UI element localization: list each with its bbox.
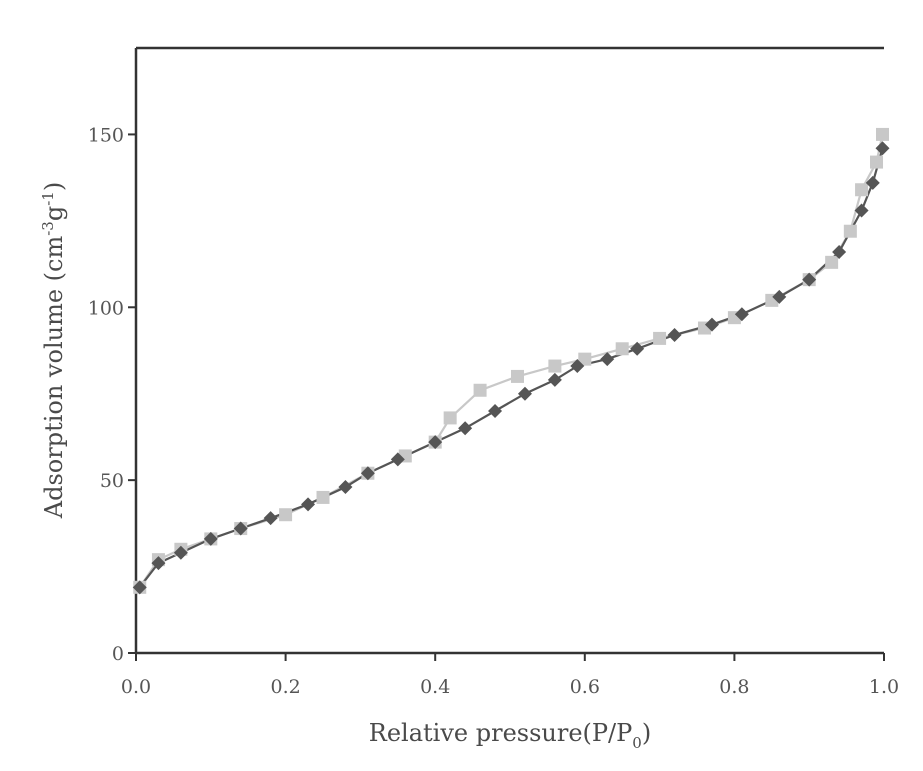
series-2-point bbox=[151, 556, 166, 571]
series-2-point bbox=[233, 521, 248, 536]
y-tick-label: 150 bbox=[88, 124, 124, 146]
series-1-line bbox=[138, 134, 884, 588]
series-2-point bbox=[832, 244, 847, 259]
series-2-point bbox=[517, 386, 532, 401]
series-2-point bbox=[203, 531, 218, 546]
series-2-point bbox=[338, 480, 353, 495]
series-1-point bbox=[473, 383, 487, 397]
series-1-point bbox=[548, 359, 562, 373]
series-1-point bbox=[653, 331, 667, 345]
series-2-point bbox=[488, 404, 503, 418]
series-2-point bbox=[301, 497, 316, 512]
y-tick-label: 0 bbox=[112, 643, 124, 665]
x-tick-label: 0.4 bbox=[420, 676, 450, 698]
series-2-point bbox=[875, 141, 890, 156]
series-2-point bbox=[547, 372, 562, 387]
series-1-point bbox=[443, 411, 457, 425]
series-2-point bbox=[360, 466, 375, 481]
series-2-point bbox=[458, 421, 473, 436]
x-tick-label: 0.0 bbox=[121, 676, 151, 698]
x-tick-label: 1.0 bbox=[869, 676, 899, 698]
series-lines bbox=[138, 134, 884, 588]
x-tick-label: 0.2 bbox=[270, 676, 300, 698]
series-2-point bbox=[570, 359, 585, 374]
series-2-point bbox=[802, 272, 817, 287]
series-2-point bbox=[173, 545, 188, 560]
series-1-point bbox=[843, 224, 857, 238]
series-2-point bbox=[772, 289, 787, 304]
series-2-point bbox=[600, 352, 615, 367]
series-1-point bbox=[855, 183, 869, 197]
series-1-point bbox=[578, 352, 592, 366]
x-axis-title: Relative pressure(P/P0) bbox=[369, 719, 651, 752]
series-2-point bbox=[854, 203, 869, 218]
series-2-point bbox=[630, 341, 645, 356]
series-2-point bbox=[734, 307, 749, 322]
series-2-point bbox=[132, 580, 147, 595]
series-2-point bbox=[428, 435, 443, 450]
series-2-point bbox=[667, 327, 682, 342]
axis-ticks bbox=[128, 133, 885, 661]
series-1-point bbox=[316, 490, 330, 504]
series-1-point bbox=[825, 255, 839, 269]
series-2-line bbox=[138, 148, 884, 588]
series-markers bbox=[132, 127, 890, 595]
series-2-point bbox=[704, 317, 719, 332]
series-2-point bbox=[263, 511, 278, 526]
series-1-point bbox=[615, 342, 629, 356]
y-axis-title: Adsorption volume (cm-3g-1) bbox=[39, 182, 68, 519]
series-2-point bbox=[865, 175, 880, 190]
series-2-point bbox=[390, 452, 405, 467]
series-1-point bbox=[510, 369, 524, 383]
series-1-point bbox=[876, 127, 890, 141]
series-1-point bbox=[870, 155, 884, 169]
axis-tick-labels: 0.0 0.2 0.4 0.6 0.8 1.0 0 50 100 150 bbox=[88, 124, 899, 698]
series-1-point bbox=[279, 508, 293, 522]
x-tick-label: 0.6 bbox=[570, 676, 600, 698]
y-tick-label: 100 bbox=[88, 297, 124, 319]
y-tick-label: 50 bbox=[100, 470, 124, 492]
x-tick-label: 0.8 bbox=[719, 676, 749, 698]
